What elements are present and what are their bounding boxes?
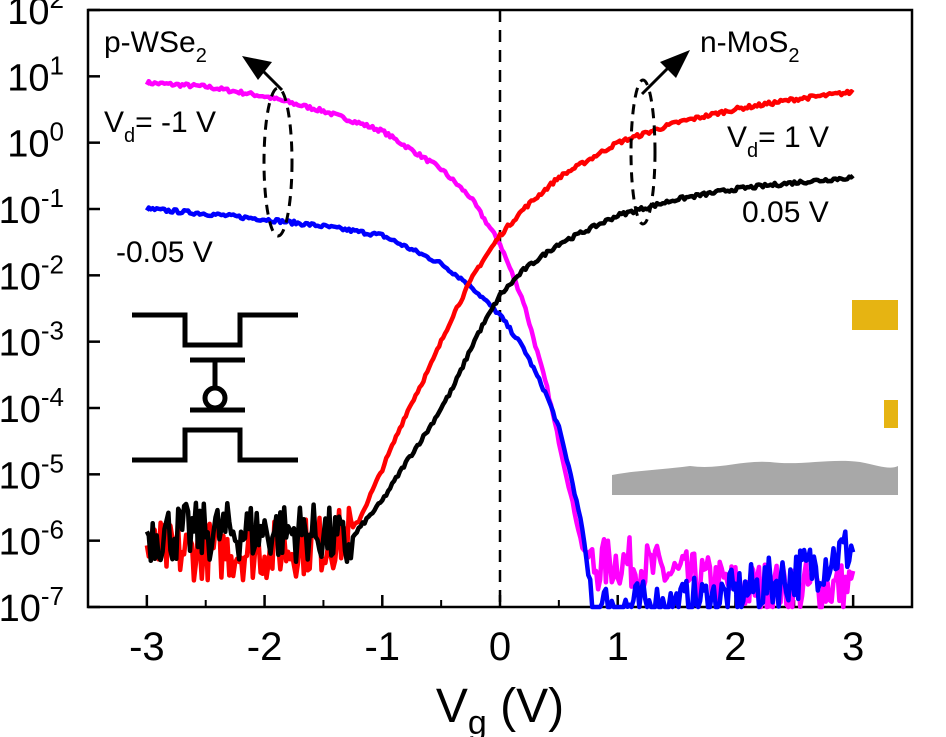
left-low-vd-label: -0.05 V [116, 236, 213, 269]
x-tick-label: 0 [489, 625, 511, 669]
y-tick-label: 10-2 [0, 249, 64, 298]
left-ellipse-annotation [242, 56, 294, 238]
y-tick-label: 10-4 [0, 382, 64, 431]
series-line-3 [144, 173, 855, 565]
vd-left-label: Vd= -1 V [104, 106, 216, 147]
x-tick-label: 1 [607, 625, 629, 669]
y-tick-label: 10-1 [0, 183, 64, 232]
n-mos2-label: n-MoS2 [700, 26, 799, 67]
y-tick-label: 102 [7, 0, 64, 33]
y-tick-label: 10-5 [0, 448, 64, 497]
series-line-1 [144, 205, 856, 610]
x-tick-label: 2 [724, 625, 746, 669]
y-tick-label: 10-7 [0, 581, 64, 630]
x-tick-label: 3 [842, 625, 864, 669]
x-axis-ticks: -3 -2 -1 0 1 2 3 [87, 595, 913, 669]
y-tick-label: 101 [7, 50, 64, 99]
series-line-2 [144, 88, 855, 583]
y-axis-ticks: 10-7 10-6 10-5 10-4 10-3 10-2 10-1 100 101 102 [0, 0, 100, 630]
y-tick-label: 100 [7, 117, 64, 166]
diode-schematic [132, 312, 298, 463]
right-ellipse-annotation [629, 50, 690, 226]
data-series [144, 78, 856, 610]
vd-right-label: Vd= 1 V [727, 121, 829, 162]
right-low-vd-label: 0.05 V [742, 196, 829, 229]
y-tick-label: 10-3 [0, 316, 64, 365]
series-line-0 [144, 78, 856, 610]
x-tick-label: -3 [129, 625, 165, 669]
x-axis-title: Vg (V) [436, 680, 564, 737]
x-tick-label: -1 [364, 625, 400, 669]
y-tick-label: 10-6 [0, 515, 64, 564]
p-wse2-label: p-WSe2 [104, 26, 207, 67]
x-tick-label: -2 [247, 625, 283, 669]
device-image-remnant [612, 300, 898, 495]
